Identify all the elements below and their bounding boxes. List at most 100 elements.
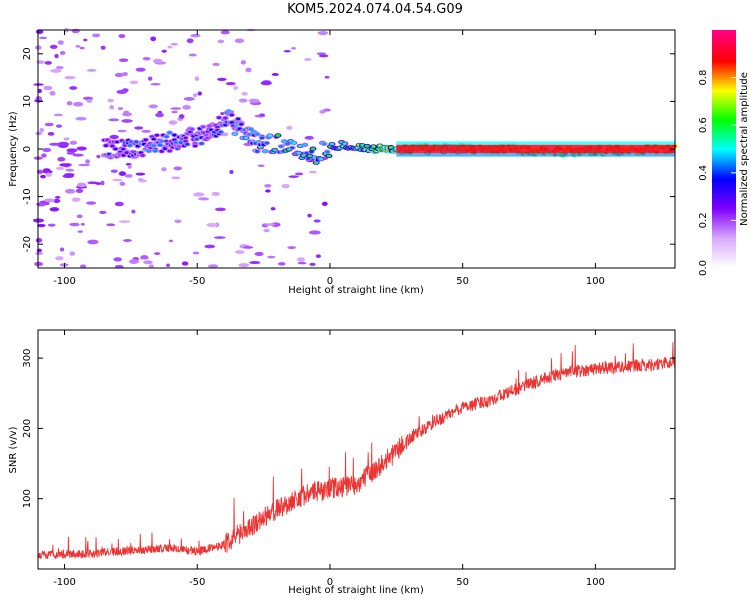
y-tick-label: 20 <box>22 47 33 60</box>
colorbar-segment <box>712 156 736 160</box>
noise-blob <box>42 147 52 153</box>
ridge-core <box>124 151 129 154</box>
colorbar-segment <box>712 154 736 158</box>
ridge-core <box>312 156 317 159</box>
y-tick-label: 100 <box>22 489 33 508</box>
noise-blob <box>161 167 167 172</box>
colorbar-tick-label: 0.0 <box>698 260 709 276</box>
colorbar-segment <box>712 238 736 241</box>
noise-blob <box>118 220 131 223</box>
noise-blob <box>119 181 126 186</box>
noise-blob <box>309 170 317 174</box>
colorbar-segment <box>712 234 736 237</box>
noise-blob <box>321 201 328 206</box>
noise-blob <box>122 239 132 242</box>
noise-blob <box>55 256 64 261</box>
colorbar-segment <box>712 105 736 108</box>
colorbar-segment <box>712 220 736 223</box>
noise-blob <box>86 69 97 72</box>
noise-blob <box>129 80 139 85</box>
y-tick-label: -10 <box>22 188 33 204</box>
colorbar-segment <box>712 99 736 102</box>
noise-blob <box>123 110 130 114</box>
noise-blob <box>193 192 205 197</box>
noise-blob <box>109 134 119 140</box>
noise-blob <box>304 135 314 140</box>
noise-blob <box>213 236 226 239</box>
noise-blob <box>318 54 329 58</box>
noise-blob <box>168 239 173 243</box>
noise-blob <box>77 230 84 233</box>
noise-blob <box>241 91 248 96</box>
noise-blob <box>309 262 316 266</box>
noise-blob <box>72 153 84 157</box>
noise-blob <box>153 252 161 255</box>
noise-blob <box>110 169 118 173</box>
noise-blob <box>109 105 115 110</box>
noise-blob <box>233 85 239 90</box>
noise-blob <box>75 188 84 194</box>
colorbar-segment <box>712 97 736 101</box>
noise-blob <box>198 197 210 201</box>
ridge-core <box>215 125 220 129</box>
noise-blob <box>71 197 81 202</box>
ridge-core <box>143 138 148 142</box>
noise-blob <box>44 198 55 203</box>
noise-blob <box>181 261 189 266</box>
x-tick-label: 50 <box>456 276 469 287</box>
colorbar-segment <box>712 85 736 89</box>
ridge-band-edge <box>396 153 675 157</box>
noise-blob <box>248 98 260 103</box>
colorbar-segment <box>712 158 736 162</box>
colorbar-segment <box>712 127 736 130</box>
noise-blob <box>122 71 128 77</box>
colorbar-segment <box>712 208 736 212</box>
noise-blob <box>114 72 124 78</box>
noise-blob <box>116 89 128 95</box>
ridge-core <box>127 144 133 147</box>
noise-blob <box>138 179 148 183</box>
noise-blob <box>214 207 226 212</box>
noise-blob <box>194 76 200 81</box>
y-tick-label: -20 <box>22 236 33 252</box>
noise-blob <box>278 262 286 266</box>
x-tick-label: -50 <box>189 276 205 287</box>
colorbar-segment <box>712 33 736 37</box>
noise-blob <box>265 223 276 226</box>
noise-blob <box>271 73 279 76</box>
ridge-core <box>162 147 168 151</box>
ridge-core <box>291 141 297 145</box>
ridge-core <box>255 150 260 153</box>
colorbar-segment <box>712 264 736 267</box>
ridge-core <box>159 139 164 143</box>
ridge-core <box>173 141 179 145</box>
colorbar-segment <box>712 242 736 245</box>
ridge-core <box>184 142 190 146</box>
ridge-core <box>151 144 156 148</box>
colorbar-segment <box>712 41 736 45</box>
noise-blob <box>257 164 265 168</box>
ridge-core <box>282 139 287 143</box>
snr-frame <box>37 329 676 570</box>
colorbar-segment <box>712 73 736 77</box>
noise-blob <box>117 107 123 111</box>
noise-blob <box>319 110 326 114</box>
ridge-core <box>113 147 118 151</box>
y-tick-label: 300 <box>22 349 33 368</box>
colorbar-segment <box>712 226 736 229</box>
colorbar-segment <box>712 266 736 269</box>
colorbar-segment <box>712 107 736 110</box>
noise-blob <box>317 30 329 36</box>
colorbar-segment <box>712 230 736 233</box>
noise-blob <box>135 172 146 176</box>
noise-blob <box>55 124 63 128</box>
noise-blob <box>44 60 52 65</box>
noise-blob <box>75 116 87 121</box>
noise-blob <box>63 137 70 141</box>
ridge-core <box>267 134 273 137</box>
noise-blob <box>286 125 293 130</box>
snr-y-axis-label: SNR (v/v) <box>8 426 19 473</box>
page-title: KOM5.2024.074.04.54.G09 <box>287 2 463 17</box>
ridge-core <box>247 133 252 136</box>
